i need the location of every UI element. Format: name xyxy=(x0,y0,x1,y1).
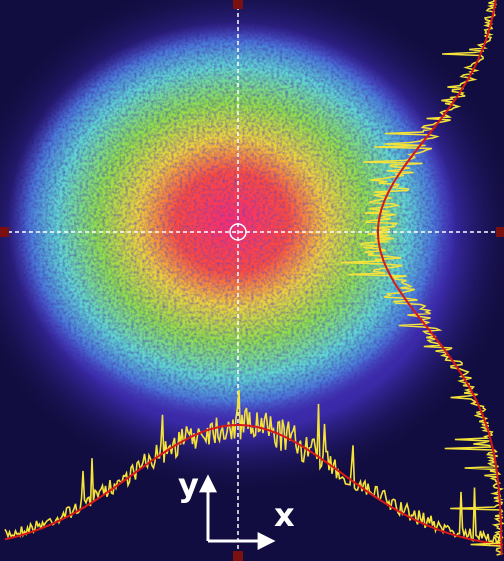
x-profile xyxy=(4,390,504,548)
x-fit xyxy=(4,424,504,546)
y-fit xyxy=(377,0,503,555)
crosshair xyxy=(8,6,500,552)
x-label: x xyxy=(274,496,295,534)
beam-spot xyxy=(7,22,457,422)
y-label: y xyxy=(178,466,199,504)
axis-arrows xyxy=(199,474,276,550)
